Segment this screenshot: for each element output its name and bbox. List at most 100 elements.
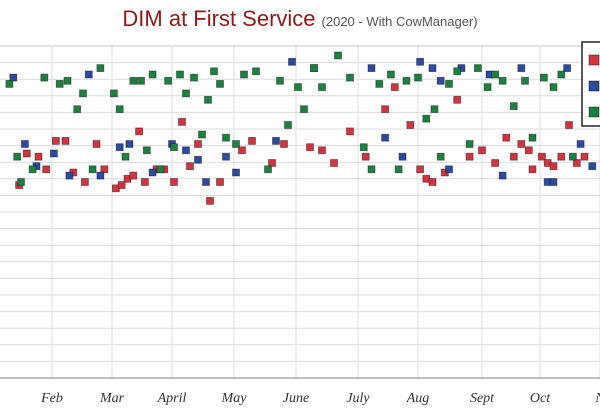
series-3-point — [386, 70, 395, 79]
data-points — [5, 51, 597, 205]
series-3-point — [148, 70, 157, 79]
series-2-point — [381, 133, 390, 142]
series-2-point — [222, 152, 230, 161]
plot-grid — [0, 45, 600, 379]
series-3-point — [318, 83, 326, 91]
series-3-point — [164, 76, 173, 85]
series-2-point — [428, 64, 437, 72]
series-2-point — [84, 70, 93, 79]
series-3-point — [204, 95, 212, 104]
series-1-point — [92, 140, 101, 148]
series-2-point — [563, 64, 571, 72]
series-1-point — [509, 152, 518, 161]
series-3-point — [264, 165, 272, 174]
series-3-point — [375, 80, 384, 88]
series-1-point — [538, 152, 546, 161]
series-2-point — [50, 149, 58, 158]
series-1-point — [178, 118, 186, 126]
series-3-point — [240, 70, 248, 79]
series-3-point — [521, 76, 529, 85]
series-3-point — [294, 83, 302, 91]
series-3-point — [557, 70, 566, 79]
series-3-point — [310, 64, 318, 72]
series-1-point — [428, 178, 437, 186]
series-1-point — [491, 159, 500, 167]
series-2-point — [96, 171, 105, 180]
series-3-point — [436, 152, 445, 161]
series-3-point — [28, 165, 37, 174]
series-1-point — [361, 152, 370, 161]
series-1-point — [268, 159, 276, 167]
series-3-point — [115, 105, 124, 114]
x-tick-label: June — [283, 391, 309, 406]
series-3-point — [63, 76, 72, 85]
series-1-point — [580, 152, 589, 161]
x-tick-label: July — [346, 391, 370, 406]
series-3-point — [198, 130, 206, 139]
series-3-point — [182, 89, 190, 98]
series-1-point — [280, 140, 288, 148]
series-3-point — [110, 89, 118, 98]
series-1-point — [170, 178, 178, 186]
series-1-point — [206, 196, 214, 205]
series-3-point — [96, 64, 105, 72]
series-1-point — [517, 140, 526, 148]
series-3-point — [367, 165, 376, 174]
series-3-point — [73, 105, 82, 114]
x-tick-label: Feb — [40, 391, 63, 406]
series-3-point — [498, 76, 507, 85]
series-2-point — [232, 168, 240, 177]
series-1-point — [381, 105, 390, 114]
series-1-point — [52, 136, 60, 145]
legend-marker-2 — [588, 80, 600, 92]
series-3-point — [465, 140, 474, 148]
series-3-point — [88, 165, 97, 174]
series-3-point — [359, 143, 368, 152]
series-3-point — [55, 80, 64, 88]
series-3-point — [430, 105, 439, 114]
x-tick-label: Sept — [470, 391, 495, 406]
series-3-point — [190, 73, 198, 82]
series-2-point — [115, 143, 124, 152]
series-2-point — [436, 76, 445, 85]
series-2-point — [517, 64, 526, 72]
series-1-point — [306, 143, 314, 152]
x-tick-label: May — [221, 391, 248, 406]
series-2-point — [9, 73, 18, 82]
x-tick-label: April — [157, 391, 187, 406]
series-2-point — [398, 152, 407, 161]
series-3-point — [402, 76, 411, 85]
series-1-point — [186, 162, 194, 171]
series-1-point — [129, 171, 138, 180]
series-1-point — [330, 159, 338, 167]
series-2-point — [445, 165, 453, 174]
series-3-point — [79, 89, 87, 98]
series-2-point — [202, 178, 210, 186]
series-1-point — [135, 127, 144, 136]
series-3-point — [422, 114, 431, 123]
series-1-point — [81, 178, 89, 186]
series-3-point — [142, 146, 151, 155]
x-tick-label: Oct — [530, 391, 551, 406]
series-3-point — [483, 83, 492, 91]
x-tick-label: Aug — [406, 391, 430, 406]
series-3-point — [300, 105, 308, 114]
series-3-point — [252, 67, 260, 76]
series-2-point — [576, 140, 585, 148]
series-1-point — [572, 159, 581, 167]
series-2-point — [549, 178, 558, 186]
series-1-point — [61, 136, 70, 145]
series-1-point — [346, 127, 354, 136]
series-3-point — [17, 178, 25, 186]
series-1-point — [524, 146, 533, 155]
series-3-point — [210, 67, 218, 76]
series-2-point — [194, 155, 202, 164]
series-2-point — [182, 146, 190, 155]
series-3-point — [394, 165, 403, 174]
series-3-point — [549, 83, 558, 91]
series-3-point — [129, 76, 138, 85]
series-3-point — [222, 133, 230, 142]
series-3-point — [284, 121, 292, 129]
series-3-point — [509, 102, 518, 110]
series-1-point — [528, 165, 537, 174]
